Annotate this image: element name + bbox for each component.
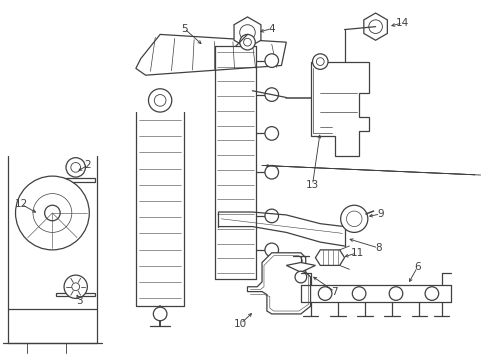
Circle shape: [340, 205, 367, 233]
Circle shape: [312, 54, 327, 69]
Circle shape: [16, 176, 89, 250]
Text: 13: 13: [305, 180, 319, 190]
Circle shape: [264, 243, 278, 257]
Text: 1: 1: [486, 170, 488, 180]
Circle shape: [44, 205, 60, 221]
Text: 2: 2: [84, 161, 90, 170]
Polygon shape: [56, 293, 95, 297]
Circle shape: [264, 166, 278, 179]
Text: 7: 7: [331, 287, 338, 297]
Text: 6: 6: [413, 262, 420, 273]
Polygon shape: [315, 250, 344, 265]
Polygon shape: [247, 253, 310, 314]
Text: 14: 14: [395, 18, 408, 28]
Polygon shape: [56, 178, 95, 182]
Text: 4: 4: [268, 24, 274, 33]
Text: 10: 10: [234, 319, 247, 329]
Circle shape: [64, 275, 87, 298]
Circle shape: [388, 287, 402, 300]
Circle shape: [424, 287, 438, 300]
Polygon shape: [285, 262, 315, 272]
Polygon shape: [363, 13, 386, 40]
Circle shape: [264, 127, 278, 140]
Circle shape: [264, 88, 278, 102]
Polygon shape: [310, 62, 368, 156]
Polygon shape: [136, 35, 285, 75]
Circle shape: [148, 89, 171, 112]
Text: 11: 11: [350, 248, 363, 258]
Circle shape: [66, 158, 85, 177]
Circle shape: [294, 271, 306, 283]
Text: 12: 12: [15, 199, 28, 209]
Text: 8: 8: [374, 243, 381, 253]
Circle shape: [239, 35, 255, 50]
Circle shape: [318, 287, 331, 300]
Circle shape: [264, 54, 278, 67]
Circle shape: [351, 287, 365, 300]
Circle shape: [153, 307, 166, 321]
Text: 9: 9: [376, 209, 383, 219]
Circle shape: [264, 209, 278, 223]
Polygon shape: [234, 17, 261, 48]
Text: 3: 3: [76, 296, 83, 306]
Text: 5: 5: [181, 24, 187, 33]
